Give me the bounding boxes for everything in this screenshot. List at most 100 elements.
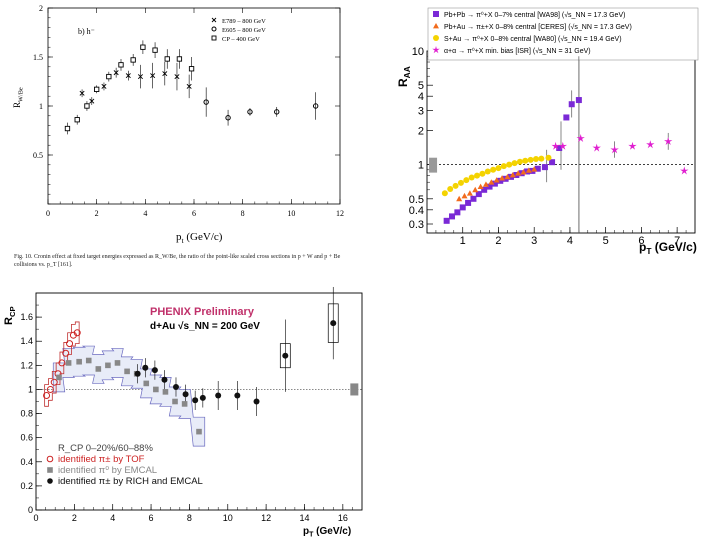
y-tick-label: 0.3 bbox=[409, 219, 424, 231]
data-point bbox=[531, 166, 538, 172]
y-tick-label: 4 bbox=[418, 91, 424, 103]
data-point bbox=[182, 391, 189, 398]
cross-stroke bbox=[211, 17, 217, 23]
y-tick-label: 0.2 bbox=[20, 481, 33, 491]
data-point bbox=[76, 358, 82, 365]
data-point bbox=[153, 386, 159, 393]
y-tick-label: 5 bbox=[418, 80, 424, 92]
data-point bbox=[140, 44, 146, 50]
y-tick-label: 10 bbox=[412, 46, 424, 58]
data-point bbox=[58, 359, 66, 367]
legend-marker bbox=[47, 478, 53, 484]
x-tick-label: 8 bbox=[241, 209, 245, 218]
data-point bbox=[247, 109, 253, 115]
rcp-panel: 0 2 4 6 8 10 12 14 16 0 0.2 0.4 0.6 0.8 1 1.2 1.4 1.6 PHEN… bbox=[0, 285, 370, 540]
data-point bbox=[150, 73, 156, 79]
cronin-panel: 0 2 4 6 8 10 12 0.5 1 1.5 2 pt (GeV/c) RW/Be b) h⁻ E78… bbox=[0, 0, 360, 280]
raa-panel: 1 2 3 4 5 6 7 0.3 0.4 0.5 1 2 3 4 5 10 pT (GeV/c) RAA Pb+P… bbox=[395, 5, 715, 256]
data-point bbox=[541, 164, 548, 171]
y-tick-label: 1.2 bbox=[20, 360, 33, 370]
data-point bbox=[527, 156, 534, 163]
data-point bbox=[486, 183, 493, 190]
data-point bbox=[73, 329, 81, 337]
data-point bbox=[130, 57, 136, 63]
x-axis-label: pt (GeV/c) bbox=[176, 231, 223, 245]
legend-entry: identified π± by TOF bbox=[58, 454, 145, 465]
data-point bbox=[137, 74, 143, 80]
data-point bbox=[500, 163, 507, 170]
data-point bbox=[105, 362, 111, 369]
y-tick-label: 1 bbox=[39, 102, 43, 111]
data-point bbox=[551, 141, 560, 150]
data-point bbox=[516, 158, 523, 165]
data-point bbox=[457, 179, 464, 186]
legend-box bbox=[427, 7, 699, 61]
data-point bbox=[465, 199, 472, 206]
x-tick-label: 6 bbox=[192, 209, 196, 218]
data-point bbox=[188, 66, 195, 72]
data-point bbox=[452, 182, 459, 189]
data-point bbox=[162, 389, 169, 395]
x-tick-label: 10 bbox=[223, 513, 233, 523]
x-tick-label: 12 bbox=[336, 209, 344, 218]
legend-entry: R_CP 0–20%/60–88% bbox=[58, 443, 153, 454]
cross-stroke bbox=[101, 83, 107, 89]
data-point bbox=[447, 185, 454, 192]
cross-stroke bbox=[125, 73, 131, 79]
cross-stroke bbox=[113, 70, 119, 76]
legend-entry: E605 – 800 GeV bbox=[222, 27, 266, 34]
legend-marker bbox=[433, 23, 439, 29]
data-point bbox=[495, 165, 502, 172]
data-point bbox=[472, 186, 479, 193]
data-point bbox=[113, 70, 119, 76]
y-tick-label: 0 bbox=[28, 505, 33, 515]
data-point bbox=[520, 169, 527, 175]
legend-marker bbox=[432, 46, 440, 54]
data-point bbox=[459, 204, 466, 211]
data-point bbox=[484, 168, 491, 175]
data-point bbox=[234, 392, 241, 399]
cross-stroke bbox=[174, 74, 180, 80]
cross-stroke bbox=[89, 98, 95, 104]
data-point bbox=[470, 195, 477, 202]
data-point bbox=[43, 391, 51, 399]
data-point bbox=[152, 47, 158, 53]
data-point bbox=[474, 172, 481, 179]
x-tick-label: 4 bbox=[143, 209, 147, 218]
data-point bbox=[142, 364, 149, 371]
y-tick-label: 0.4 bbox=[409, 205, 424, 217]
data-point bbox=[312, 103, 319, 109]
data-point bbox=[196, 428, 202, 435]
data-point bbox=[491, 180, 498, 187]
data-point bbox=[62, 349, 70, 357]
data-point bbox=[558, 141, 567, 150]
data-point bbox=[172, 398, 178, 405]
legend-entry: E789 – 800 GeV bbox=[222, 18, 266, 25]
data-point bbox=[84, 103, 90, 109]
data-point bbox=[664, 137, 673, 145]
data-point bbox=[441, 190, 448, 197]
x-tick-label: 1 bbox=[460, 235, 466, 247]
y-tick-label: 0.4 bbox=[20, 457, 33, 467]
data-point bbox=[568, 101, 575, 108]
y-tick-label: 1 bbox=[418, 160, 424, 172]
cross-stroke bbox=[186, 83, 192, 89]
y-axis-label: RW/Be bbox=[12, 87, 24, 108]
data-point bbox=[456, 195, 463, 202]
data-point bbox=[468, 174, 475, 181]
data-point bbox=[79, 90, 85, 96]
data-point bbox=[89, 98, 95, 104]
x-tick-label: 6 bbox=[638, 235, 644, 247]
data-point bbox=[164, 56, 170, 62]
legend-entry: CP – 400 GeV bbox=[222, 36, 260, 43]
y-tick-label: 3 bbox=[418, 105, 424, 117]
normalization-box bbox=[350, 383, 359, 396]
x-tick-label: 2 bbox=[72, 513, 77, 523]
data-point bbox=[515, 170, 522, 176]
data-point bbox=[479, 170, 486, 177]
data-point bbox=[151, 367, 158, 374]
data-point bbox=[215, 392, 222, 399]
data-point bbox=[443, 217, 450, 224]
cross-stroke bbox=[150, 73, 156, 79]
